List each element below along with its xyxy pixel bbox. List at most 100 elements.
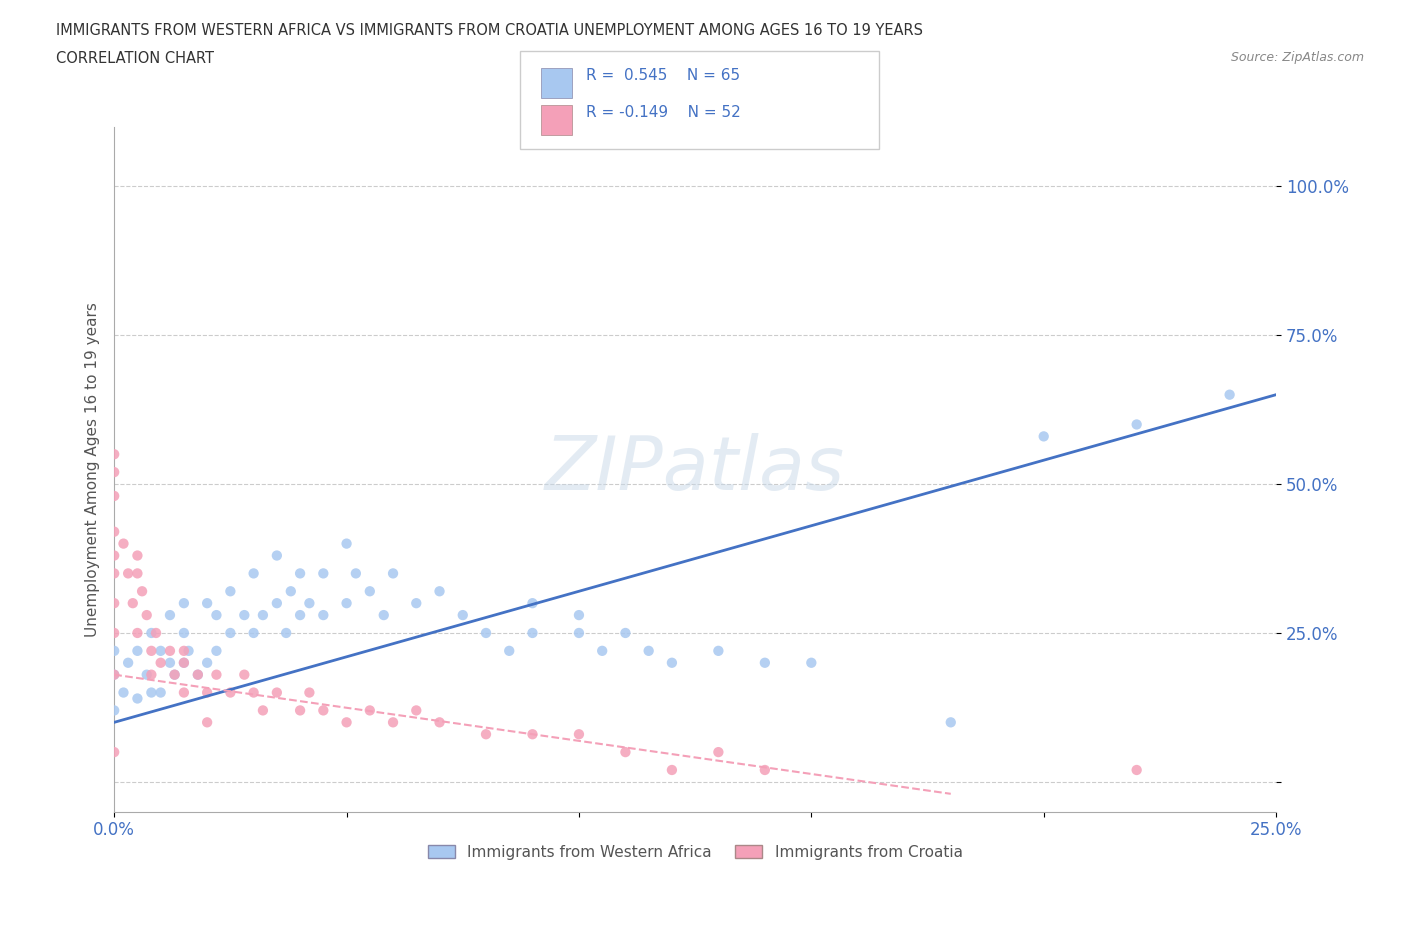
Point — [288, 607, 311, 622]
Point — [149, 656, 172, 671]
Point — [195, 656, 218, 671]
Point — [475, 626, 498, 641]
Point — [522, 626, 544, 641]
Point — [205, 607, 228, 622]
Point — [382, 715, 405, 730]
Point — [637, 644, 659, 658]
Point — [112, 685, 135, 700]
Point — [103, 446, 125, 461]
Point — [219, 584, 242, 599]
Point — [591, 644, 613, 658]
Point — [405, 596, 427, 611]
Point — [103, 596, 125, 611]
Point — [233, 607, 256, 622]
Point — [173, 685, 195, 700]
Point — [568, 607, 591, 622]
Point — [219, 685, 242, 700]
Point — [103, 745, 125, 760]
Point — [173, 644, 195, 658]
Point — [219, 626, 242, 641]
Point — [233, 667, 256, 682]
Point — [103, 667, 125, 682]
Point — [754, 763, 776, 777]
Point — [707, 644, 730, 658]
Point — [359, 584, 381, 599]
Point — [1125, 417, 1147, 432]
Point — [127, 644, 149, 658]
Point — [205, 644, 228, 658]
Point — [127, 566, 149, 581]
Point — [177, 644, 200, 658]
Point — [141, 685, 163, 700]
Point — [280, 584, 302, 599]
Point — [1219, 387, 1241, 402]
Point — [252, 607, 274, 622]
Point — [614, 745, 637, 760]
Point — [163, 667, 186, 682]
Point — [103, 644, 125, 658]
Point — [173, 656, 195, 671]
Point — [112, 537, 135, 551]
Point — [522, 596, 544, 611]
Point — [103, 626, 125, 641]
Point — [312, 703, 335, 718]
Point — [335, 596, 357, 611]
Point — [131, 584, 153, 599]
Point — [373, 607, 395, 622]
Point — [344, 566, 367, 581]
Point — [359, 703, 381, 718]
Point — [117, 566, 139, 581]
Point — [661, 656, 683, 671]
Text: R =  0.545    N = 65: R = 0.545 N = 65 — [586, 68, 741, 83]
Point — [145, 626, 167, 641]
Point — [335, 537, 357, 551]
Point — [661, 763, 683, 777]
Point — [498, 644, 520, 658]
Text: R = -0.149    N = 52: R = -0.149 N = 52 — [586, 105, 741, 120]
Point — [135, 607, 157, 622]
Point — [266, 596, 288, 611]
Point — [103, 667, 125, 682]
Point — [242, 685, 264, 700]
Point — [298, 596, 321, 611]
Point — [173, 656, 195, 671]
Point — [266, 548, 288, 563]
Point — [614, 626, 637, 641]
Point — [149, 685, 172, 700]
Point — [276, 626, 298, 641]
Point — [800, 656, 823, 671]
Point — [103, 548, 125, 563]
Point — [173, 596, 195, 611]
Point — [429, 715, 451, 730]
Point — [103, 566, 125, 581]
Point — [312, 566, 335, 581]
Point — [522, 727, 544, 742]
Point — [568, 727, 591, 742]
Point — [205, 667, 228, 682]
Y-axis label: Unemployment Among Ages 16 to 19 years: Unemployment Among Ages 16 to 19 years — [86, 301, 100, 636]
Point — [475, 727, 498, 742]
Point — [103, 465, 125, 480]
Point — [195, 715, 218, 730]
Point — [149, 644, 172, 658]
Point — [141, 626, 163, 641]
Point — [335, 715, 357, 730]
Point — [242, 566, 264, 581]
Point — [163, 667, 186, 682]
Text: Source: ZipAtlas.com: Source: ZipAtlas.com — [1230, 51, 1364, 64]
Point — [939, 715, 962, 730]
Point — [159, 607, 181, 622]
Legend: Immigrants from Western Africa, Immigrants from Croatia: Immigrants from Western Africa, Immigran… — [422, 839, 969, 866]
Point — [127, 548, 149, 563]
Point — [1032, 429, 1054, 444]
Point — [195, 685, 218, 700]
Text: IMMIGRANTS FROM WESTERN AFRICA VS IMMIGRANTS FROM CROATIA UNEMPLOYMENT AMONG AGE: IMMIGRANTS FROM WESTERN AFRICA VS IMMIGR… — [56, 23, 924, 38]
Point — [405, 703, 427, 718]
Point — [117, 656, 139, 671]
Text: CORRELATION CHART: CORRELATION CHART — [56, 51, 214, 66]
Point — [159, 656, 181, 671]
Point — [288, 703, 311, 718]
Point — [252, 703, 274, 718]
Point — [242, 626, 264, 641]
Point — [382, 566, 405, 581]
